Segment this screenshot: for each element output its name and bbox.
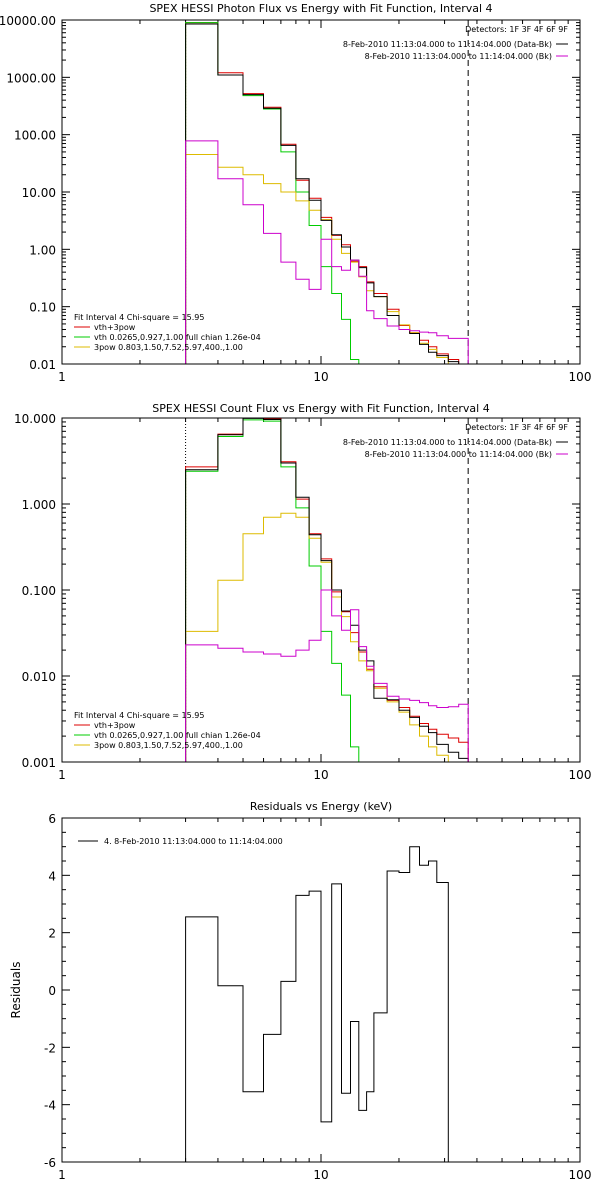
- y-tick-label: 0.100: [22, 584, 56, 598]
- x-tick-label: 1: [58, 768, 66, 782]
- series-line: [185, 419, 360, 762]
- y-tick-label: 10000.00: [0, 14, 56, 28]
- legend-entry-label: 4. 8-Feb-2010 11:13:04.000 to 11:14:04.0…: [104, 837, 283, 846]
- y-tick-label: 100.00: [14, 129, 56, 143]
- y-tick-label: 0.001: [22, 756, 56, 770]
- series-line: [185, 22, 360, 364]
- series-line: [185, 512, 460, 762]
- detectors-label: Detectors: 1F 3F 4F 6F 9F: [465, 423, 568, 432]
- detectors-label: Detectors: 1F 3F 4F 6F 9F: [465, 25, 568, 34]
- legend-entry-label: vth 0.0265,0.927,1.00 full chian 1.26e-0…: [94, 731, 261, 740]
- legend-entry-label: 8-Feb-2010 11:13:04.000 to 11:14:04.000 …: [365, 450, 552, 459]
- y-tick-label: 6: [48, 812, 56, 826]
- y-tick-label: -4: [44, 1099, 56, 1113]
- legend-entry-label: 8-Feb-2010 11:13:04.000 to 11:14:04.000 …: [343, 438, 552, 447]
- legend-entry-label: 3pow 0.803,1.50,7.52,5.97,400.,1.00: [94, 343, 243, 352]
- plot-frame: [61, 417, 581, 763]
- chart-title: SPEX HESSI Photon Flux vs Energy with Fi…: [149, 2, 492, 15]
- x-tick-label: 10: [313, 1168, 328, 1182]
- plot-frame: [61, 19, 581, 365]
- series-line: [185, 140, 469, 364]
- y-tick-label: 0.01: [29, 358, 56, 372]
- fit-legend-title: Fit Interval 4 Chi-square = 15.95: [74, 313, 204, 322]
- y-tick-label: 0.010: [22, 670, 56, 684]
- legend-entry-label: 8-Feb-2010 11:13:04.000 to 11:14:04.000 …: [365, 52, 552, 61]
- plot-area: [185, 22, 469, 364]
- y-tick-label: 0: [48, 984, 56, 998]
- y-tick-label: 1000.00: [6, 71, 56, 85]
- legend-entry-label: vth 0.0265,0.927,1.00 full chian 1.26e-0…: [94, 333, 261, 342]
- chart-title: SPEX HESSI Count Flux vs Energy with Fit…: [152, 402, 489, 415]
- legend-entry-label: 3pow 0.803,1.50,7.52,5.97,400.,1.00: [94, 741, 243, 750]
- y-tick-label: 0.10: [29, 301, 56, 315]
- plot-area: [185, 418, 469, 762]
- chart-panel-1: SPEX HESSI Photon Flux vs Energy with Fi…: [0, 2, 592, 384]
- plot-frame: [61, 817, 581, 1163]
- legend-entry-label: vth+3pow: [94, 323, 136, 332]
- y-tick-label: 10.000: [14, 412, 56, 426]
- x-tick-label: 10: [313, 768, 328, 782]
- x-tick-label: 1: [58, 370, 66, 384]
- y-tick-label: 1.00: [29, 243, 56, 257]
- y-tick-label: 4: [48, 869, 56, 883]
- x-tick-label: 100: [569, 1168, 592, 1182]
- chart-title: Residuals vs Energy (keV): [250, 800, 392, 813]
- chart-panel-2: SPEX HESSI Count Flux vs Energy with Fit…: [14, 402, 592, 782]
- x-tick-label: 1: [58, 1168, 66, 1182]
- chart-panel-3: Residuals vs Energy (keV) Residuals 1 10 100…: [9, 800, 592, 1182]
- x-tick-label: 100: [569, 768, 592, 782]
- plot-area: [185, 846, 449, 1162]
- legend-entry-label: vth+3pow: [94, 721, 136, 730]
- series-line: [185, 589, 469, 762]
- series-line: [185, 846, 449, 1162]
- y-axis-label: Residuals: [9, 962, 23, 1019]
- y-tick-label: 10.00: [22, 186, 56, 200]
- fit-legend-title: Fit Interval 4 Chi-square = 15.95: [74, 711, 204, 720]
- x-tick-label: 100: [569, 370, 592, 384]
- legend-entry-label: 8-Feb-2010 11:13:04.000 to 11:14:04.000 …: [343, 40, 552, 49]
- y-tick-label: 2: [48, 927, 56, 941]
- y-tick-label: 1.000: [22, 498, 56, 512]
- y-tick-label: -6: [44, 1156, 56, 1170]
- x-tick-label: 10: [313, 370, 328, 384]
- y-tick-label: -2: [44, 1041, 56, 1055]
